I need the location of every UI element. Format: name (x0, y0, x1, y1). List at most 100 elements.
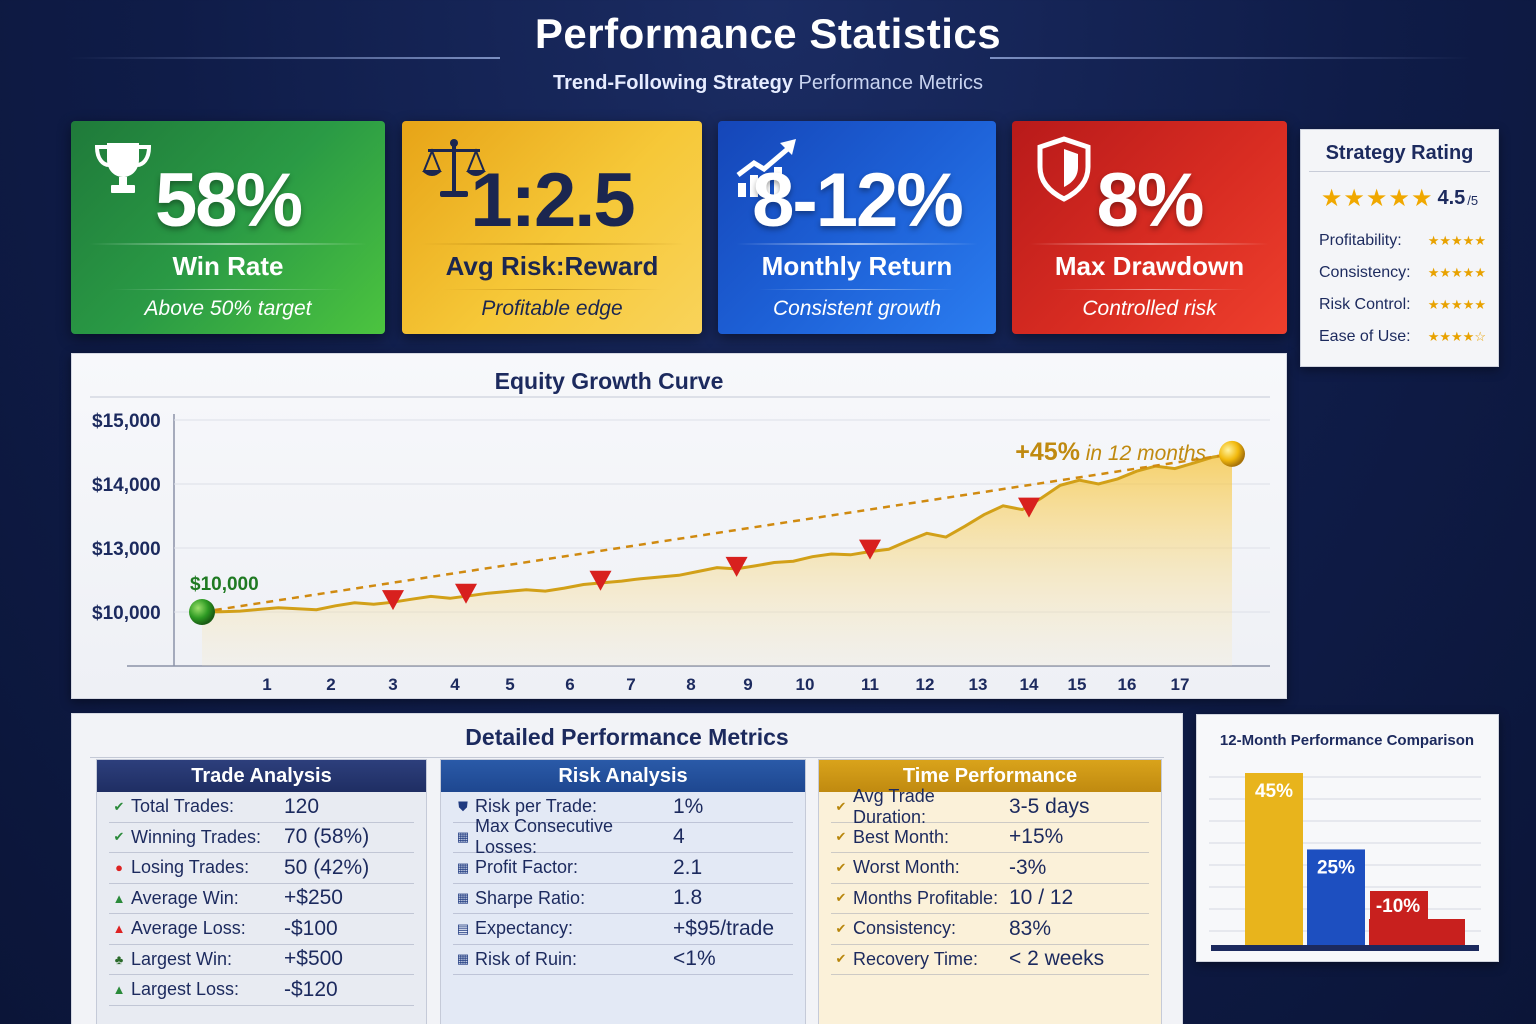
card-divider (111, 289, 345, 290)
metric-row: ♣ Largest Win: +$500 (109, 945, 414, 975)
metric-label: Winning Trades: (131, 826, 262, 847)
risk-reward-value: 1:2.5 (470, 158, 635, 243)
comparison-bars: 45% 25% -10% (1245, 773, 1465, 945)
drawdown-marker (859, 539, 881, 560)
monthly-return-note: Consistent growth (772, 297, 942, 320)
metric-label: Average Win: (131, 887, 239, 908)
metric-value: 10 / 12 (1009, 886, 1074, 910)
metric-label: Risk per Trade: (475, 796, 598, 817)
strategy-rating-panel: Strategy Rating ★★★★★ 4.5 /5 Profitabili… (1300, 129, 1499, 367)
win-rate-value: 58% (154, 158, 303, 243)
metric-row: ▦ Max Consecutive Losses: 4 (453, 816, 793, 857)
metric-row: ✔ Worst Month: -3% (831, 853, 1149, 884)
growth-chart-icon (736, 139, 796, 197)
win-rate-card: 58% Win Rate Above 50% target (71, 121, 385, 334)
x-tick-label: 12 (916, 675, 935, 694)
start-point-marker (189, 599, 215, 625)
start-value-label: $10,000 (190, 574, 259, 595)
drawdown-marker (725, 556, 748, 577)
x-tick-label: 13 (969, 675, 988, 694)
grid-icon: ▤ (456, 920, 470, 936)
y-tick-label: $14,000 (92, 475, 161, 496)
metric-value: 50 (42%) (284, 855, 370, 879)
card-divider (736, 243, 978, 245)
metric-label: Max Consecutive Losses: (475, 816, 614, 858)
subtitle-rest: Performance Metrics (792, 72, 984, 94)
card-divider (89, 243, 367, 245)
metric-label: Best Month: (853, 826, 950, 847)
metric-value: 1.8 (673, 886, 703, 910)
overall-score: 4.5 (1437, 187, 1466, 209)
overall-score-max: /5 (1467, 193, 1479, 208)
check-icon: ✔ (113, 798, 125, 814)
x-tick-label: 15 (1068, 675, 1087, 694)
rating-divider (1309, 171, 1490, 172)
metric-label: Sharpe Ratio: (475, 887, 586, 908)
monthly-return-card: 8-12% Monthly Return Consistent growth (718, 121, 996, 334)
x-tick-label: 7 (626, 675, 635, 694)
max-drawdown-card: 8% Max Drawdown Controlled risk (1012, 121, 1287, 334)
trade-analysis-header: Trade Analysis (97, 760, 426, 792)
metric-label: Consistency: (853, 918, 957, 939)
y-tick-label: $13,000 (92, 539, 161, 560)
tree-icon: ♣ (114, 951, 124, 967)
end-point-marker (1219, 440, 1245, 467)
time-performance-table: Time Performance ✔ Avg Trade Duration: 3-5… (818, 759, 1162, 1024)
equity-chart-panel: Equity Growth Curve $10,000 $13,000 $14,00… (71, 353, 1287, 699)
equity-chart: Equity Growth Curve $10,000 $13,000 $14,00… (90, 368, 1270, 694)
comparison-bar (1369, 919, 1465, 945)
scales-icon (422, 139, 486, 197)
metric-value: 83% (1009, 916, 1052, 940)
x-tick-label: 8 (686, 675, 695, 694)
subtitle-strategy: Trend-Following Strategy (552, 72, 793, 94)
rating-label: Ease of Use: (1319, 328, 1411, 345)
rating-stars-icon: ★★★★★ (1427, 265, 1486, 280)
risk-analysis-rows: ⛊ Risk per Trade: 1% ▦ Max Consecutive Losse… (441, 792, 805, 975)
metric-row: ▲ Average Win: +$250 (109, 884, 414, 914)
card-divider (758, 289, 956, 290)
up-arrow-icon: ▲ (112, 890, 126, 906)
trade-analysis-table: Trade Analysis ✔ Total Trades: 120 ✔ Winning… (96, 759, 427, 1024)
page-header: Performance Statistics Trend-Following S… (0, 10, 1536, 95)
metric-row: ✔ Total Trades: 120 (109, 792, 414, 823)
check-icon: ✔ (113, 829, 125, 845)
rating-label: Profitability: (1319, 232, 1402, 249)
monthly-return-value: 8-12% (752, 158, 964, 243)
drawdown-marker (455, 583, 477, 604)
rating-label: Risk Control: (1319, 296, 1411, 313)
metric-row: ⛊ Risk per Trade: 1% (453, 792, 793, 823)
max-drawdown-label: Max Drawdown (1054, 251, 1245, 281)
x-tick-label: 3 (388, 675, 397, 694)
x-tick-label: 17 (1171, 675, 1190, 694)
rating-stars-icon: ★★★★★ (1427, 297, 1486, 312)
metric-value: < 2 weeks (1009, 947, 1105, 971)
metric-row: ✔ Winning Trades: 70 (58%) (109, 823, 414, 853)
metric-row: ▤ Expectancy: +$95/trade (453, 914, 793, 945)
card-divider (420, 243, 684, 245)
time-performance-header: Time Performance (819, 760, 1161, 792)
rating-row-profitability: Profitability: ★★★★★ (1301, 225, 1498, 257)
rating-row-ease-of-use: Ease of Use: ★★★★☆ (1301, 321, 1498, 353)
metric-value: +$95/trade (673, 916, 775, 940)
metric-value: 2.1 (673, 855, 703, 879)
metric-row: ✔ Best Month: +15% (831, 823, 1149, 853)
metric-row: ▦ Sharpe Ratio: 1.8 (453, 884, 793, 914)
x-tick-label: 2 (326, 675, 335, 694)
check-icon: ✔ (835, 890, 847, 906)
metric-value: +$250 (284, 886, 343, 910)
page-title: Performance Statistics (534, 10, 1002, 57)
card-divider (442, 289, 662, 290)
x-tick-label: 9 (743, 675, 752, 694)
metric-label: Profit Factor: (475, 857, 579, 878)
metric-value: +15% (1009, 825, 1064, 849)
up-arrow-icon: ▲ (112, 921, 126, 937)
card-divider (1030, 243, 1269, 245)
metric-row: ▲ Average Loss: -$100 (109, 914, 414, 945)
check-icon: ✔ (835, 829, 847, 845)
y-tick-label: $15,000 (92, 411, 161, 432)
card-divider (1052, 289, 1247, 290)
metric-value: 120 (284, 794, 320, 818)
max-drawdown-value: 8% (1096, 158, 1205, 243)
drawdown-marker (382, 590, 404, 611)
drawdown-markers (382, 497, 1040, 611)
